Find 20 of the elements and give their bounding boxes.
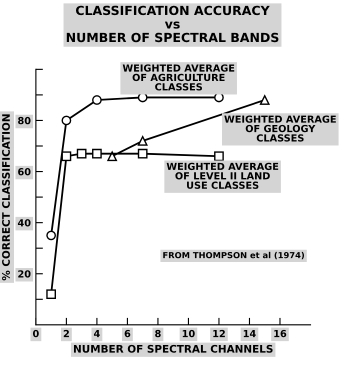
y-axis-title: % CORRECT CLASSIFICATION [2, 114, 10, 280]
y-tick-label: 80 [18, 116, 31, 124]
x-tick-label: 14 [244, 330, 256, 338]
series-label: WEIGHTED AVERAGE OF AGRICULTURE CLASSES [122, 64, 234, 91]
series-label: WEIGHTED AVERAGE OF LEVEL II LAND USE CLASSES [166, 162, 278, 189]
x-tick-label: 8 [155, 330, 161, 338]
series-label: WEIGHTED AVERAGE OF GEOLOGY CLASSES [224, 115, 336, 142]
y-tick-label: 60 [18, 168, 31, 176]
x-tick-label: 6 [124, 330, 130, 338]
x-tick-label: 2 [64, 330, 69, 338]
y-tick-label: 20 [18, 270, 31, 278]
x-tick-label: 10 [182, 330, 195, 338]
x-axis-title: NUMBER OF SPECTRAL CHANNELS [74, 344, 273, 353]
chart-title: CLASSIFICATION ACCURACY vs NUMBER OF SPECTRAL BANDS [66, 6, 278, 42]
annotation: FROM THOMPSON et al (1974) [163, 252, 304, 260]
x-tick-label: 0 [32, 330, 39, 338]
x-tick-label: 12 [213, 330, 225, 338]
y-tick-label: 40 [18, 219, 31, 226]
x-tick-label: 16 [274, 330, 286, 338]
x-tick-label: 4 [94, 330, 100, 338]
